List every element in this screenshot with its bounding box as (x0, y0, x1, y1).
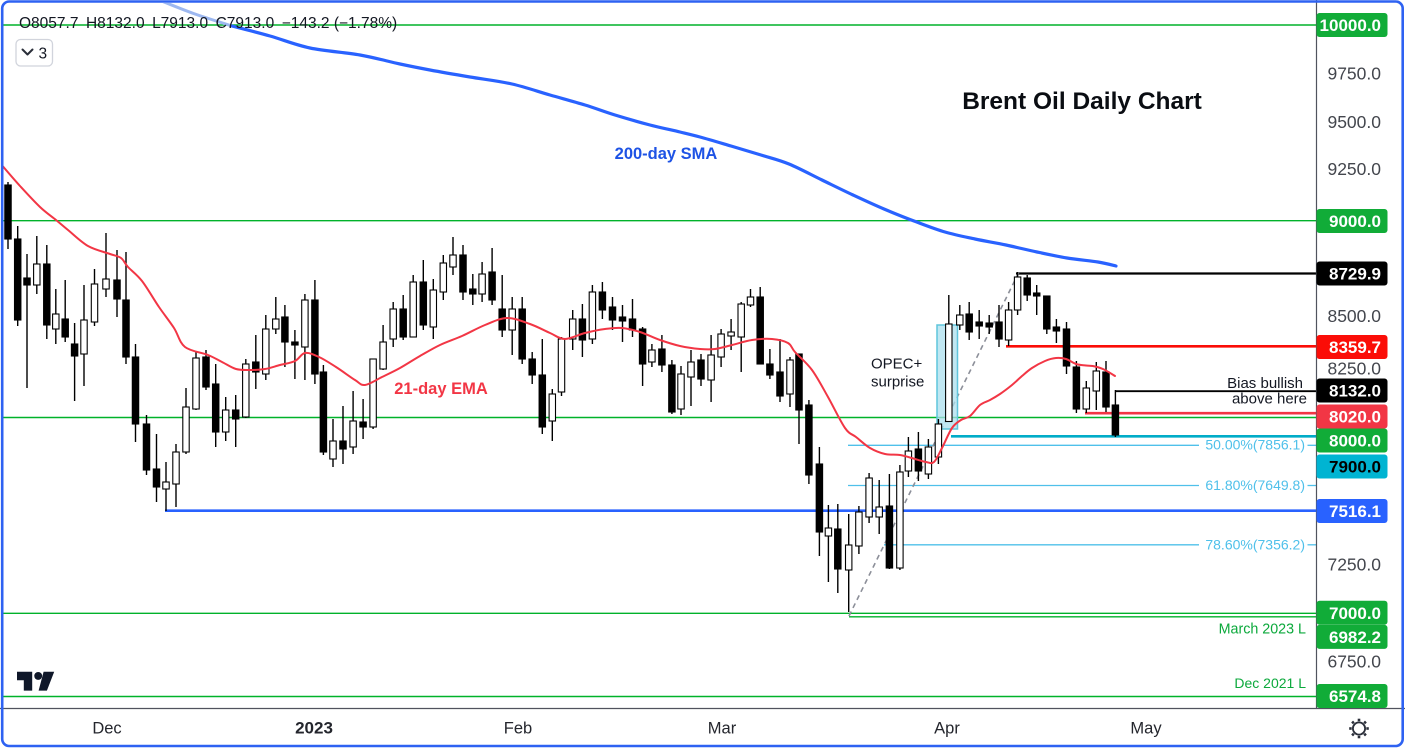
svg-text:9500.0: 9500.0 (1327, 112, 1381, 132)
svg-text:O8057.7 H8132.0 L7913.0: O8057.7 H8132.0 L7913.0 C7913.0 −143.2 (… (19, 15, 397, 32)
svg-text:78.60%(7356.2): 78.60%(7356.2) (1205, 537, 1305, 553)
svg-text:21-day EMA: 21-day EMA (394, 380, 488, 398)
svg-text:May: May (1130, 720, 1162, 738)
svg-text:3: 3 (39, 46, 48, 63)
svg-text:8359.7: 8359.7 (1329, 338, 1381, 357)
svg-text:10000.0: 10000.0 (1320, 16, 1381, 35)
svg-text:8000.0: 8000.0 (1329, 432, 1381, 451)
svg-text:Bias bullish: Bias bullish (1227, 375, 1303, 392)
svg-text:Feb: Feb (504, 720, 532, 738)
svg-text:Dec 2021 L: Dec 2021 L (1234, 675, 1306, 691)
svg-text:9000.0: 9000.0 (1329, 212, 1381, 231)
svg-text:March 2023 L: March 2023 L (1219, 622, 1306, 638)
svg-text:Dec: Dec (92, 720, 121, 738)
svg-text:7000.0: 7000.0 (1329, 604, 1381, 623)
svg-text:50.00%(7856.1): 50.00%(7856.1) (1205, 437, 1305, 453)
svg-text:8729.9: 8729.9 (1329, 265, 1381, 284)
svg-text:61.80%(7649.8): 61.80%(7649.8) (1205, 477, 1305, 493)
svg-text:9750.0: 9750.0 (1327, 64, 1381, 84)
svg-text:8250.0: 8250.0 (1327, 359, 1381, 379)
svg-text:9250.0: 9250.0 (1327, 159, 1381, 179)
svg-text:7516.1: 7516.1 (1329, 502, 1381, 521)
svg-text:above here: above here (1232, 391, 1307, 408)
svg-text:2023: 2023 (295, 719, 333, 738)
svg-text:7250.0: 7250.0 (1327, 555, 1381, 575)
svg-text:8132.0: 8132.0 (1329, 382, 1381, 401)
svg-text:surprise: surprise (871, 374, 924, 391)
svg-text:8020.0: 8020.0 (1329, 408, 1381, 427)
svg-text:6982.2: 6982.2 (1329, 628, 1381, 647)
svg-text:7900.0: 7900.0 (1329, 458, 1381, 477)
svg-text:6750.0: 6750.0 (1327, 651, 1381, 671)
svg-text:Mar: Mar (708, 720, 737, 738)
svg-text:8500.0: 8500.0 (1327, 306, 1381, 326)
svg-text:Brent Oil Daily Chart: Brent Oil Daily Chart (962, 88, 1202, 115)
svg-text:OPEC+: OPEC+ (871, 356, 923, 373)
svg-text:6574.8: 6574.8 (1329, 687, 1381, 706)
svg-text:200-day SMA: 200-day SMA (615, 145, 718, 163)
svg-text:Apr: Apr (934, 720, 960, 738)
